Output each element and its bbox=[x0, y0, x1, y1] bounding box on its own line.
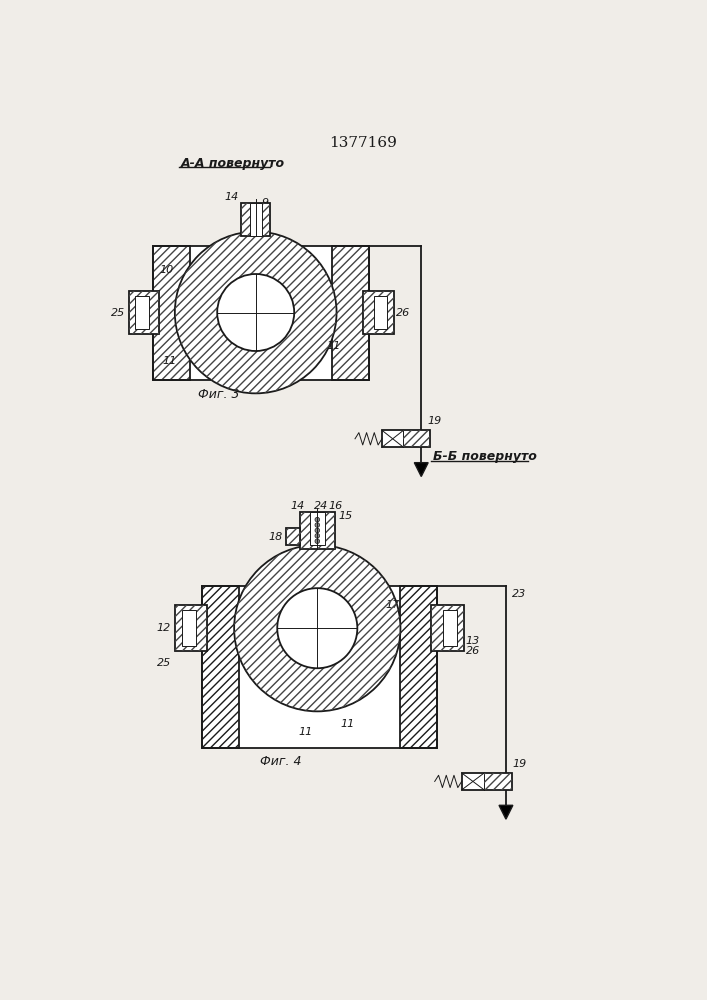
Text: 11: 11 bbox=[163, 356, 177, 366]
Text: 15: 15 bbox=[339, 511, 353, 521]
Bar bbox=[300, 512, 335, 549]
Circle shape bbox=[315, 539, 320, 544]
Text: 9: 9 bbox=[262, 198, 269, 208]
Text: А-А повернуто: А-А повернуто bbox=[181, 157, 285, 170]
Bar bbox=[129, 291, 160, 334]
Text: 11: 11 bbox=[327, 341, 341, 351]
Text: 13: 13 bbox=[466, 636, 480, 646]
Text: 11: 11 bbox=[340, 719, 355, 729]
Bar bbox=[404, 430, 430, 447]
Bar bbox=[153, 246, 190, 380]
Bar bbox=[332, 246, 369, 380]
Bar bbox=[310, 512, 325, 545]
Circle shape bbox=[277, 588, 357, 668]
Bar bbox=[462, 773, 512, 790]
Bar bbox=[382, 430, 430, 447]
Text: 25: 25 bbox=[157, 658, 171, 668]
Text: 12: 12 bbox=[157, 623, 171, 633]
Polygon shape bbox=[499, 805, 513, 819]
Text: 14: 14 bbox=[291, 501, 305, 511]
Text: Фиг. 3: Фиг. 3 bbox=[198, 388, 240, 401]
Bar bbox=[135, 296, 148, 329]
Bar bbox=[129, 291, 160, 334]
Bar bbox=[363, 291, 394, 334]
Text: 19: 19 bbox=[512, 759, 526, 769]
Text: 18: 18 bbox=[269, 532, 283, 542]
Bar bbox=[201, 586, 239, 748]
Text: 19: 19 bbox=[428, 416, 442, 426]
Bar bbox=[182, 610, 196, 646]
Text: 10: 10 bbox=[160, 265, 174, 275]
Text: 17: 17 bbox=[385, 600, 399, 610]
Bar bbox=[484, 773, 512, 790]
Bar bbox=[431, 605, 464, 651]
Circle shape bbox=[315, 528, 320, 533]
Bar bbox=[175, 605, 207, 651]
Bar bbox=[363, 291, 394, 334]
Bar bbox=[300, 512, 335, 549]
Text: 1377169: 1377169 bbox=[329, 136, 397, 150]
Polygon shape bbox=[414, 463, 428, 477]
Bar bbox=[153, 246, 190, 380]
Circle shape bbox=[217, 274, 294, 351]
Bar bbox=[286, 528, 300, 545]
Text: 16: 16 bbox=[328, 501, 342, 511]
Text: 11: 11 bbox=[298, 727, 313, 737]
Bar bbox=[241, 203, 270, 235]
Text: 23: 23 bbox=[512, 589, 526, 599]
Bar bbox=[286, 528, 300, 545]
Text: 14: 14 bbox=[225, 192, 239, 202]
Circle shape bbox=[234, 545, 400, 711]
Bar bbox=[201, 586, 437, 748]
Circle shape bbox=[175, 232, 337, 393]
Bar bbox=[250, 203, 262, 235]
Bar bbox=[153, 246, 369, 380]
Text: Б-Б повернуто: Б-Б повернуто bbox=[433, 450, 537, 463]
Text: 24: 24 bbox=[314, 501, 329, 511]
Bar bbox=[241, 203, 270, 235]
Text: Фиг. 4: Фиг. 4 bbox=[259, 755, 301, 768]
Text: 26: 26 bbox=[466, 646, 480, 656]
Bar bbox=[175, 605, 207, 651]
Text: 25: 25 bbox=[110, 308, 125, 318]
Bar bbox=[431, 605, 464, 651]
Bar bbox=[443, 610, 457, 646]
Circle shape bbox=[315, 517, 320, 522]
Bar bbox=[373, 296, 387, 329]
Bar bbox=[332, 246, 369, 380]
Circle shape bbox=[315, 533, 320, 538]
Bar bbox=[399, 586, 437, 748]
Text: 26: 26 bbox=[396, 308, 410, 318]
Circle shape bbox=[315, 523, 320, 527]
